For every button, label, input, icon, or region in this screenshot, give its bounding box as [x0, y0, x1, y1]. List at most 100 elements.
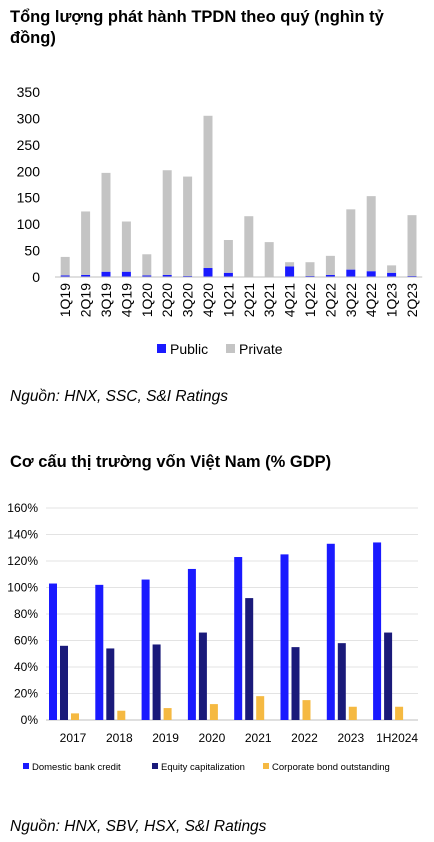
bar-equity-capitalization — [60, 645, 68, 720]
legend-swatch-private — [226, 344, 235, 353]
chart1-source: Nguồn: HNX, SSC, S&I Ratings — [10, 388, 228, 405]
bar-private — [60, 256, 70, 276]
x-tick-label: 4Q19 — [118, 283, 134, 317]
bar-equity-capitalization — [291, 647, 300, 720]
x-tick-label: 1Q21 — [220, 283, 236, 317]
bar-corporate-bond-outstanding — [395, 706, 404, 720]
chart1-svg: 0 50 100 150 200 250 300 350 1Q19 2Q19 3Q19 4Q19 1Q2… — [17, 84, 423, 357]
bar-private — [285, 262, 295, 267]
bar-public — [285, 266, 295, 277]
x-tick-label: 2017 — [60, 731, 87, 745]
bar-public — [203, 268, 213, 277]
bar-private — [264, 242, 274, 277]
bar-private — [81, 211, 91, 275]
legend-label-corporate-bond-outstanding: Corporate bond outstanding — [272, 762, 390, 773]
bar-public — [183, 275, 193, 277]
bar-private — [305, 262, 315, 276]
x-tick-label: 2Q21 — [241, 283, 257, 317]
bar-private — [366, 196, 376, 272]
x-tick-label: 4Q22 — [363, 283, 379, 317]
x-tick-label: 1Q20 — [139, 283, 155, 317]
x-tick-label: 1Q23 — [384, 283, 400, 317]
bar-public — [223, 272, 233, 277]
y-tick-label: 100% — [7, 581, 38, 595]
bar-public — [121, 271, 131, 277]
bar-public — [142, 275, 152, 277]
x-tick-label: 2023 — [337, 731, 364, 745]
bar-domestic-bank-credit — [234, 557, 243, 720]
bar-domestic-bank-credit — [187, 568, 196, 720]
x-tick-label: 2Q22 — [322, 283, 338, 317]
y-tick-label: 140% — [7, 528, 38, 542]
bar-private — [183, 176, 193, 276]
y-tick-label: 60% — [14, 634, 38, 648]
x-tick-label: 2Q19 — [78, 283, 94, 317]
bar-private — [162, 170, 172, 275]
bar-public — [305, 275, 315, 277]
x-tick-label: 3Q21 — [261, 283, 277, 317]
bar-private — [101, 172, 111, 272]
bar-domestic-bank-credit — [280, 554, 289, 720]
chart2-title: Cơ cấu thị trường vốn Việt Nam (% GDP) — [10, 453, 332, 471]
y-tick-label: 250 — [17, 137, 41, 153]
x-tick-label: 3Q19 — [98, 283, 114, 317]
y-tick-label: 350 — [17, 84, 41, 100]
legend-swatch-corporate-bond-outstanding — [263, 763, 269, 769]
chart2-source: Nguồn: HNX, SBV, HSX, S&I Ratings — [10, 818, 267, 835]
bar-domestic-bank-credit — [326, 543, 335, 720]
x-tick-label: 4Q21 — [282, 283, 298, 317]
legend-swatch-domestic-bank-credit — [23, 763, 29, 769]
bar-corporate-bond-outstanding — [256, 696, 265, 720]
x-tick-label: 2018 — [106, 731, 133, 745]
y-tick-label: 20% — [14, 687, 38, 701]
bar-private — [387, 265, 397, 273]
bar-domestic-bank-credit — [141, 579, 150, 720]
y-tick-label: 160% — [7, 501, 38, 515]
x-tick-label: 2021 — [245, 731, 272, 745]
bar-corporate-bond-outstanding — [117, 710, 126, 720]
bar-public — [387, 272, 397, 277]
bar-private — [325, 255, 335, 275]
bar-domestic-bank-credit — [49, 583, 57, 720]
bar-private — [121, 221, 131, 272]
y-tick-label: 0 — [32, 269, 40, 285]
x-tick-label: 2019 — [152, 731, 179, 745]
bar-private — [223, 240, 233, 273]
x-tick-label: 4Q20 — [200, 283, 216, 317]
bar-public — [366, 271, 376, 277]
legend-label-equity-capitalization: Equity capitalization — [161, 762, 245, 773]
y-tick-label: 50 — [24, 243, 40, 259]
x-tick-label: 2Q20 — [159, 283, 175, 317]
y-tick-label: 300 — [17, 110, 41, 126]
bar-equity-capitalization — [152, 644, 161, 720]
x-tick-label: 1Q22 — [302, 283, 318, 317]
x-tick-label: 2022 — [291, 731, 318, 745]
x-tick-label: 1H2024 — [376, 731, 418, 745]
x-tick-label: 3Q20 — [180, 283, 196, 317]
bar-corporate-bond-outstanding — [348, 706, 357, 720]
bar-private — [142, 254, 152, 276]
bar-equity-capitalization — [384, 632, 393, 720]
y-tick-label: 200 — [17, 163, 41, 179]
legend-label-private: Private — [239, 341, 283, 357]
legend-label-public: Public — [170, 341, 208, 357]
legend-swatch-public — [157, 344, 166, 353]
bar-public — [407, 275, 417, 277]
bar-private — [203, 115, 213, 269]
y-tick-label: 40% — [14, 660, 38, 674]
y-tick-label: 120% — [7, 554, 38, 568]
y-tick-label: 100 — [17, 216, 41, 232]
legend-label-domestic-bank-credit: Domestic bank credit — [32, 762, 121, 773]
legend-swatch-equity-capitalization — [152, 763, 158, 769]
bar-corporate-bond-outstanding — [71, 713, 79, 720]
bar-public — [101, 271, 111, 277]
x-tick-label: 2020 — [199, 731, 226, 745]
bar-public — [325, 274, 335, 277]
x-tick-label: 3Q22 — [343, 283, 359, 317]
bar-equity-capitalization — [245, 598, 254, 720]
bar-private — [244, 216, 254, 277]
bar-public — [60, 275, 70, 277]
bar-public — [81, 274, 91, 277]
y-tick-label: 150 — [17, 190, 41, 206]
